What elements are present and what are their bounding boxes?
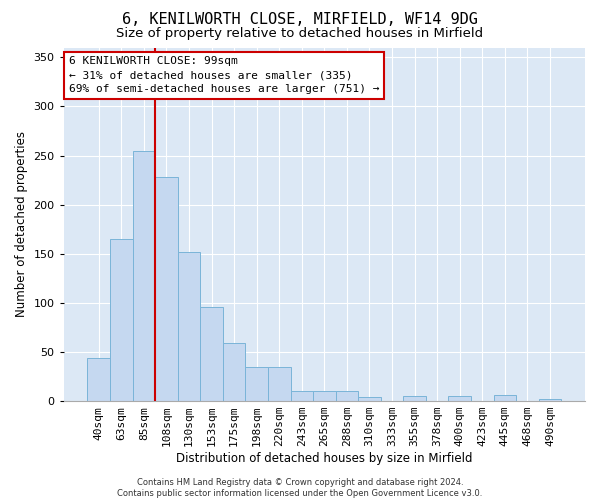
Bar (110, 239, 133, 401)
Bar (178, 252, 200, 401)
Bar (494, 395, 516, 401)
Text: 6 KENILWORTH CLOSE: 99sqm
← 31% of detached houses are smaller (335)
69% of semi: 6 KENILWORTH CLOSE: 99sqm ← 31% of detac… (69, 56, 379, 94)
Bar (200, 307, 223, 401)
X-axis label: Distribution of detached houses by size in Mirfield: Distribution of detached houses by size … (176, 452, 473, 465)
Bar (133, 150, 155, 401)
Bar (358, 397, 381, 401)
Bar (88, 358, 110, 401)
Text: Size of property relative to detached houses in Mirfield: Size of property relative to detached ho… (116, 28, 484, 40)
Text: Contains HM Land Registry data © Crown copyright and database right 2024.
Contai: Contains HM Land Registry data © Crown c… (118, 478, 482, 498)
Bar (313, 392, 335, 401)
Bar (403, 396, 426, 401)
Bar (539, 399, 562, 401)
Bar (223, 343, 245, 401)
Text: 6, KENILWORTH CLOSE, MIRFIELD, WF14 9DG: 6, KENILWORTH CLOSE, MIRFIELD, WF14 9DG (122, 12, 478, 28)
Bar (335, 392, 358, 401)
Bar (155, 177, 178, 401)
Bar (290, 392, 313, 401)
Bar (245, 366, 268, 401)
Y-axis label: Number of detached properties: Number of detached properties (15, 132, 28, 318)
Bar (448, 396, 471, 401)
Bar (268, 366, 290, 401)
